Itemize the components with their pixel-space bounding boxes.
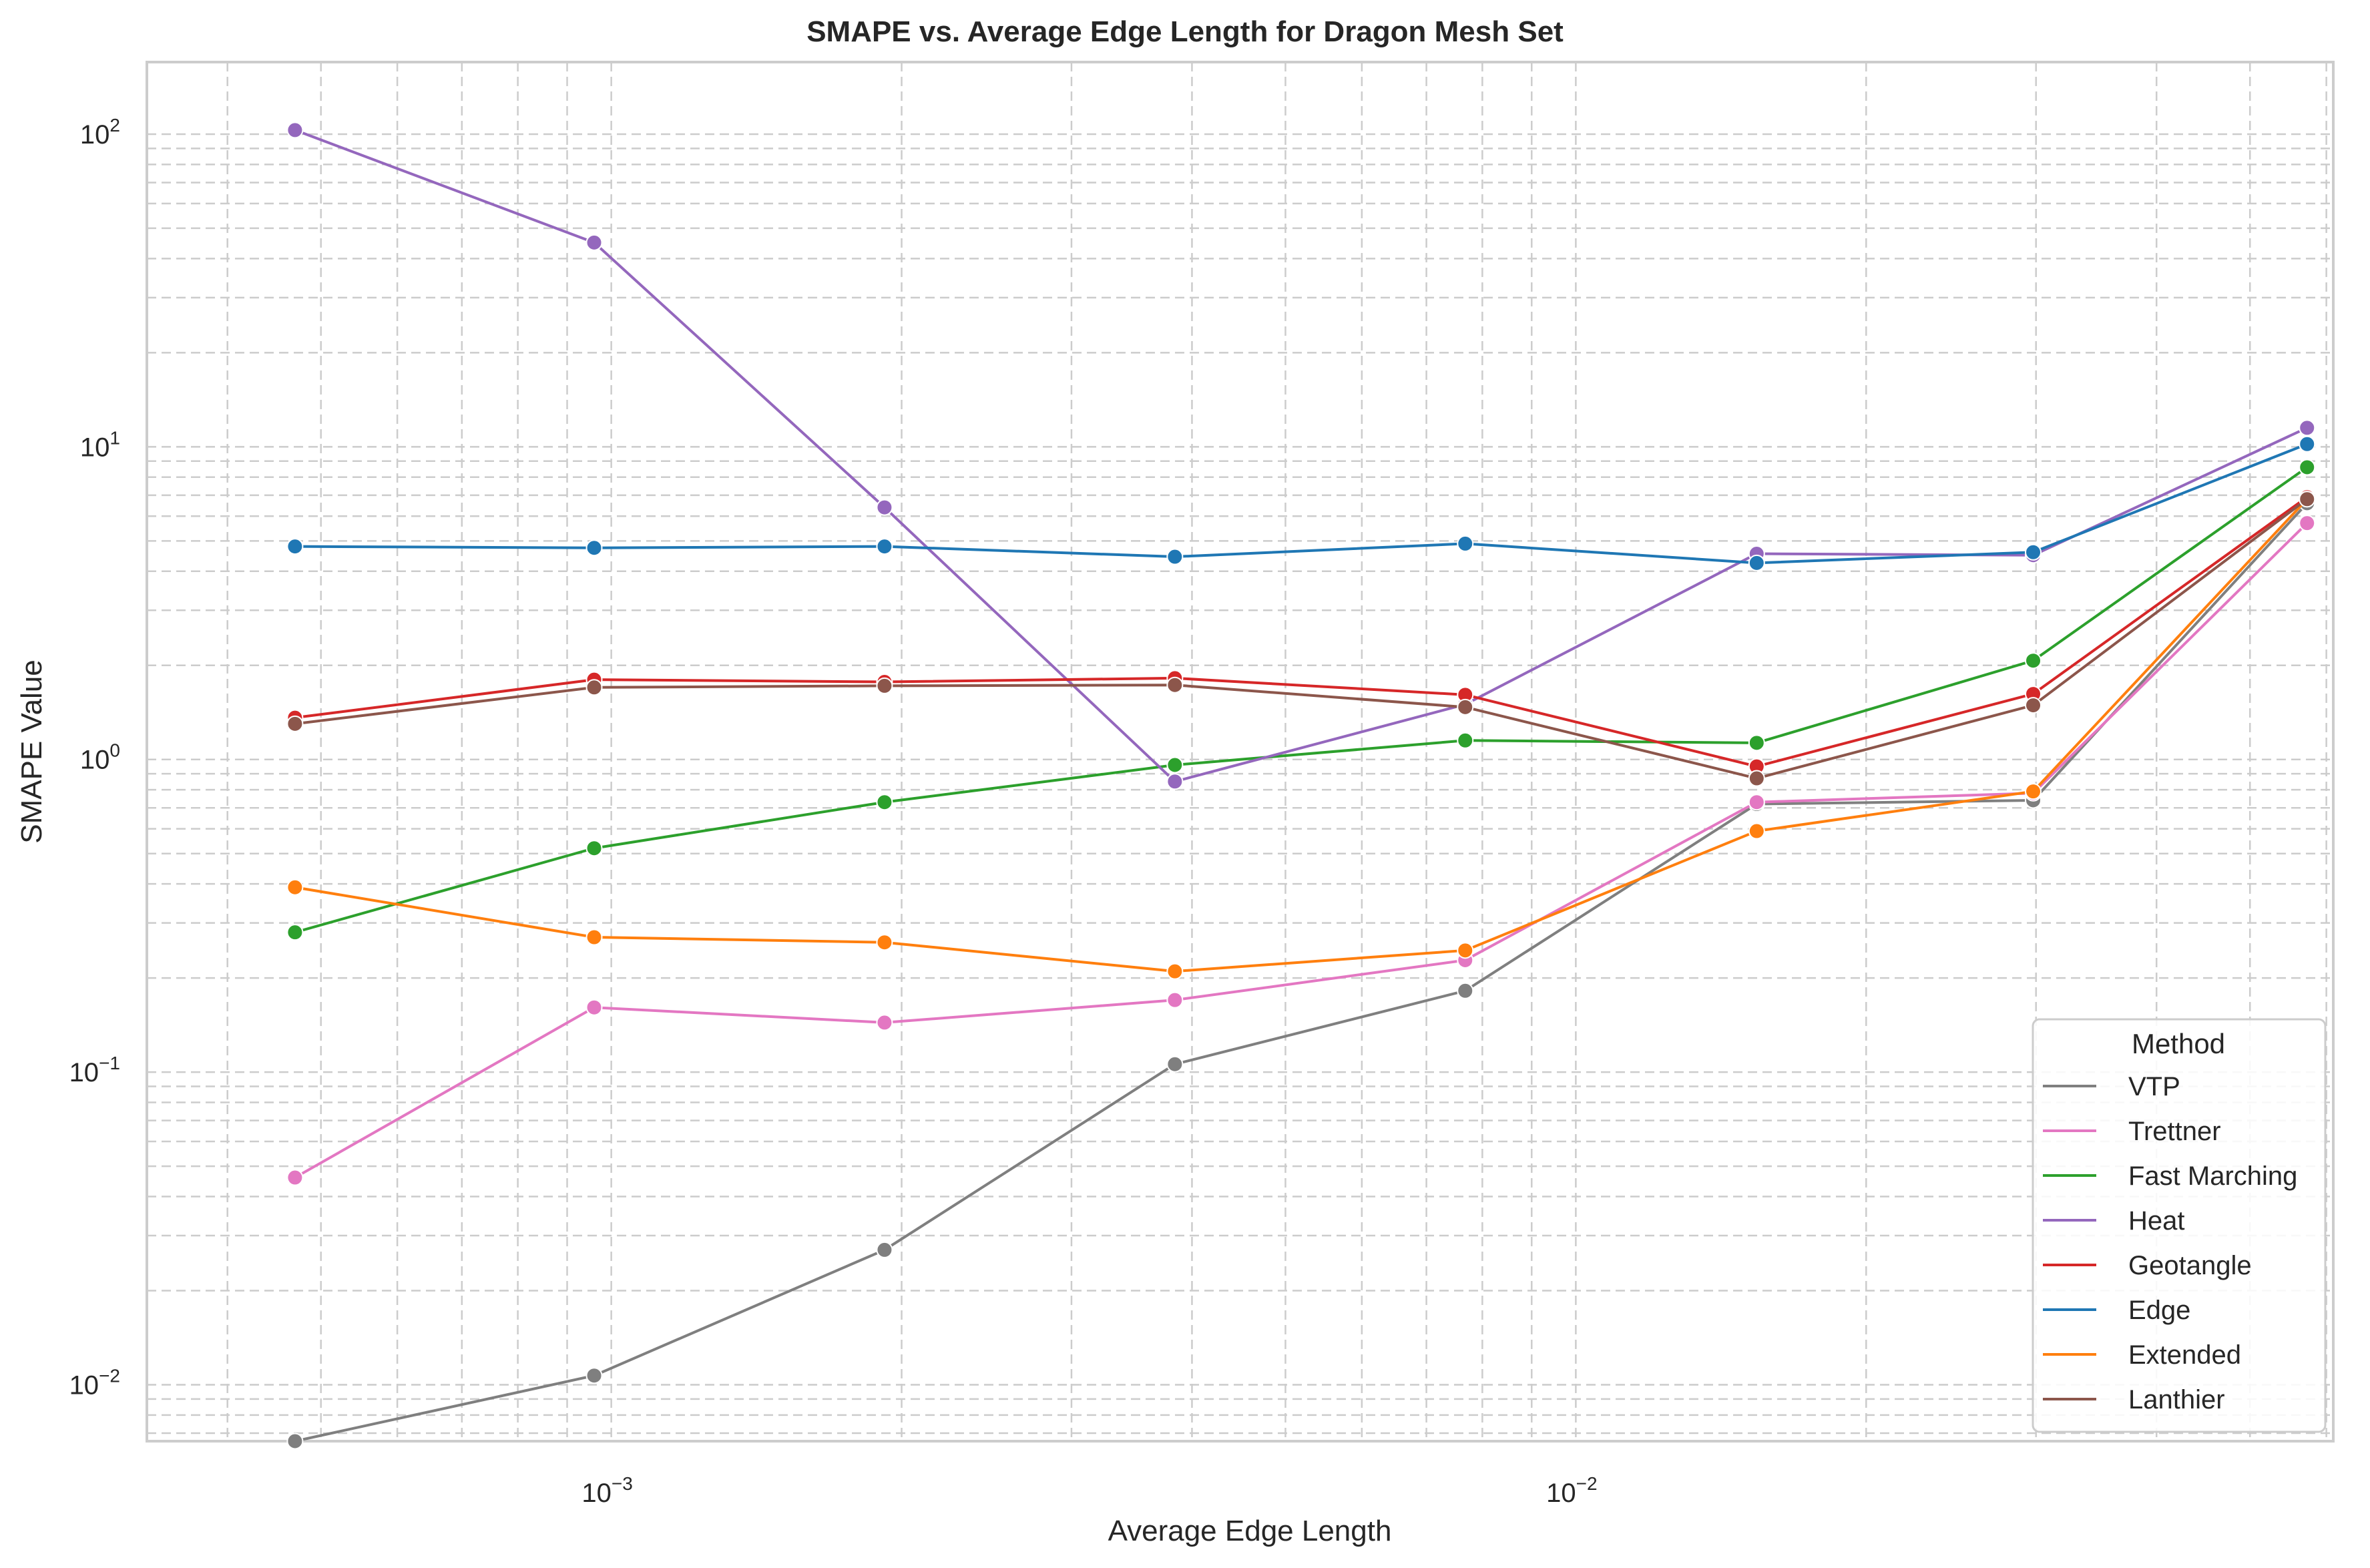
data-point [585,929,603,946]
data-point [585,1367,603,1384]
data-point [2299,459,2316,476]
data-point [1748,734,1765,752]
data-point [2025,652,2042,670]
data-point [1457,535,1474,552]
data-point [876,1014,893,1031]
data-point [1166,773,1184,790]
legend-label: Fast Marching [2128,1161,2297,1191]
y-tick-label: 102 [80,115,120,150]
data-point [1748,554,1765,571]
legend-label: Trettner [2128,1117,2221,1146]
legend-label: Geotangle [2128,1251,2252,1280]
legend-label: VTP [2128,1072,2180,1101]
data-point [585,679,603,696]
series-fast-marching [286,459,2316,941]
legend-title: Method [2132,1028,2225,1059]
data-point [1457,698,1474,716]
data-point [1748,822,1765,840]
series-line [294,496,2308,768]
data-point [2299,491,2316,508]
legend-item: Trettner [2043,1117,2221,1146]
series-line [294,498,2309,973]
data-point [585,539,603,557]
y-tick-label: 10−1 [69,1053,120,1087]
data-point [1457,942,1474,959]
series-line [294,466,2308,934]
grid [147,62,2333,1441]
legend-item: Geotangle [2043,1251,2252,1280]
legend-item: Lanthier [2043,1385,2225,1414]
data-point [286,121,304,139]
data-point [2299,419,2316,437]
series-line [294,522,2309,1179]
legend-item: Extended [2043,1340,2241,1370]
data-point [876,499,893,516]
y-tick-label: 100 [80,740,120,775]
data-point [876,1241,893,1258]
series-layer [286,121,2316,1450]
x-tick-label: 10−3 [581,1473,632,1508]
legend-label: Lanthier [2128,1385,2225,1414]
x-tick-label: 10−2 [1546,1473,1597,1508]
y-tick-label: 101 [80,427,120,462]
data-point [286,924,304,941]
data-point [1748,770,1765,787]
series-vtp [286,495,2316,1450]
y-tick-label: 10−2 [69,1365,120,1400]
data-point [286,715,304,732]
data-point [1166,756,1184,774]
series-line [294,498,2308,780]
series-line [294,502,2309,1443]
data-point [585,999,603,1016]
legend: Method VTP Trettner Fast Marching Heat Geota… [2032,1018,2327,1433]
data-point [286,538,304,555]
data-point [2299,435,2316,453]
legend-label: Heat [2128,1206,2185,1236]
series-extended [286,491,2316,980]
data-point [1748,794,1765,811]
data-point [1457,732,1474,749]
data-point [1166,963,1184,980]
data-point [2025,783,2042,800]
chart-title: SMAPE vs. Average Edge Length for Dragon… [806,15,1564,48]
data-point [1166,676,1184,694]
series-lanthier [286,491,2316,787]
data-point [876,794,893,811]
data-point [286,1432,304,1450]
y-axis-label: SMAPE Value [15,660,48,844]
data-point [1457,982,1474,999]
data-point [1166,991,1184,1009]
data-point [585,234,603,251]
data-point [585,840,603,857]
data-point [876,934,893,951]
data-point [876,677,893,694]
data-point [1166,1055,1184,1073]
data-point [286,878,304,896]
data-point [2025,697,2042,714]
legend-label: Edge [2128,1296,2190,1325]
legend-item: Fast Marching [2043,1161,2297,1191]
legend-item: Edge [2043,1296,2190,1325]
data-point [876,538,893,555]
series-line [294,443,2308,565]
legend-item: VTP [2043,1072,2180,1101]
data-point [1166,548,1184,565]
legend-box [2032,1018,2327,1433]
series-edge [286,435,2316,571]
legend-item: Heat [2043,1206,2185,1236]
x-axis-label: Average Edge Length [1108,1515,1392,1547]
legend-label: Extended [2128,1340,2241,1370]
plot-frame [146,61,2335,1443]
tick-labels: 10−3 10−2 10−2 10−1 100 101 102 [69,115,1598,1508]
series-geotangle [286,489,2316,775]
data-point [286,1169,304,1186]
data-point [2025,543,2042,561]
data-point [2299,515,2316,532]
